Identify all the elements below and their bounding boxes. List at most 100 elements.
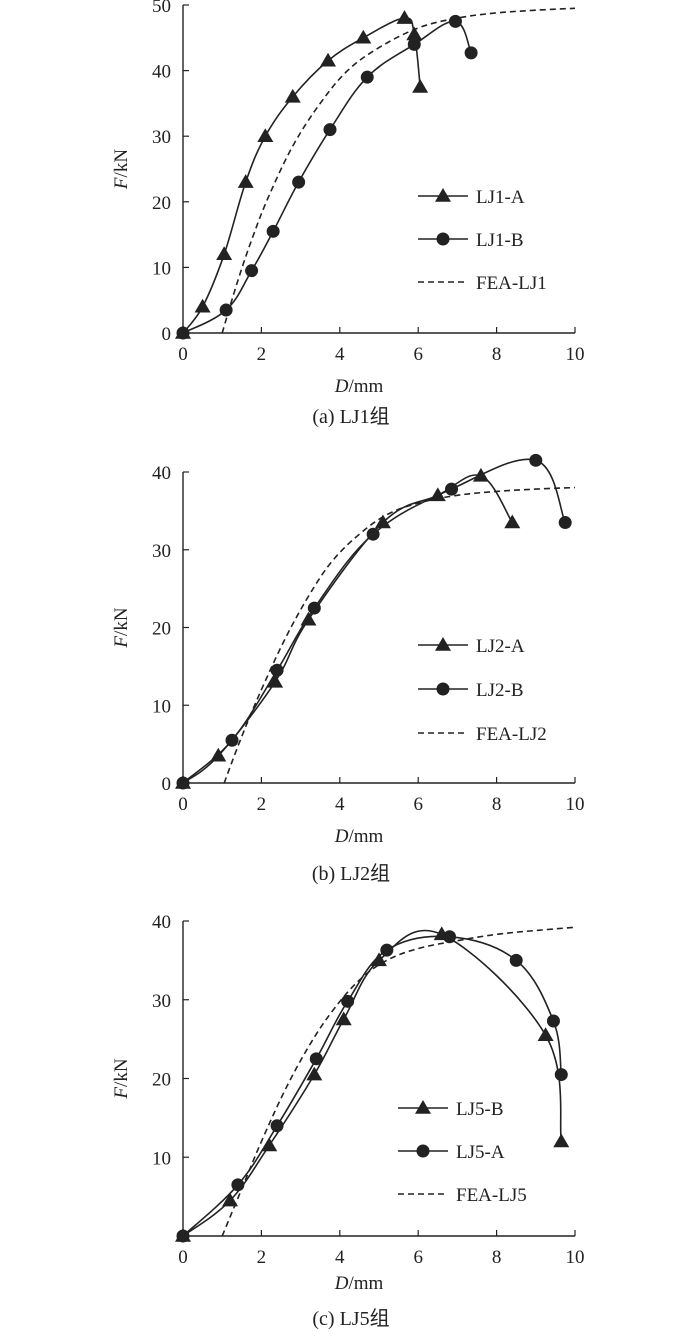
data-point [380, 943, 394, 957]
data-point [504, 514, 521, 529]
series-LJ5-A [176, 930, 568, 1243]
chart-caption: (c) LJ5组 [312, 1307, 389, 1330]
data-point [374, 514, 391, 529]
y-tick-label: 40 [152, 912, 171, 933]
data-point [176, 1229, 190, 1243]
x-tick-label: 6 [413, 344, 423, 365]
y-tick-label: 50 [152, 0, 171, 17]
data-point [267, 673, 284, 688]
data-point [445, 482, 459, 496]
data-point [245, 264, 259, 278]
x-tick-label: 10 [566, 1247, 585, 1268]
data-point [546, 1014, 560, 1028]
data-point [225, 733, 239, 747]
x-tick-label: 2 [257, 1247, 267, 1268]
legend-marker-LJ1-A [435, 188, 451, 202]
data-point [412, 79, 429, 93]
y-tick-label: 40 [152, 463, 171, 484]
data-point [553, 1133, 570, 1148]
data-point [231, 1178, 245, 1192]
data-point [558, 516, 572, 530]
legend-label-LJ5-A: LJ5-A [456, 1142, 505, 1163]
series-LJ2-B [176, 453, 572, 790]
series-line-FEA-LJ5 [221, 926, 576, 1237]
y-axis-label: F/kN [111, 149, 132, 190]
series-line-LJ1-B [182, 20, 472, 334]
y-tick-label: 40 [152, 62, 171, 83]
legend-label-LJ2-B: LJ2-B [476, 680, 524, 701]
x-tick-label: 0 [178, 794, 188, 815]
y-axis-label: F/kN [111, 1058, 132, 1099]
data-point [554, 1068, 568, 1082]
series-line-FEA-LJ2 [223, 486, 576, 784]
data-point [194, 298, 211, 313]
x-tick-label: 0 [178, 1247, 188, 1268]
legend-label-FEA-LJ5: FEA-LJ5 [456, 1185, 527, 1206]
chart-panel-3: 0 2 4 6 8 10 10 20 30 40 D/mm F/kN (c) LJ5组 LJ5-B LJ5-… [111, 912, 585, 1330]
x-axis-label: D/mm [334, 826, 384, 847]
data-point [257, 128, 274, 142]
data-point [366, 527, 380, 541]
series-line-LJ5-A [182, 935, 563, 1237]
data-point [407, 37, 421, 51]
series-line-LJ5-B [182, 929, 563, 1237]
y-tick-label: 20 [152, 193, 171, 214]
y-tick-label: 30 [152, 541, 171, 562]
data-point [270, 663, 284, 677]
x-tick-label: 4 [335, 1247, 345, 1268]
y-tick-label: 30 [152, 127, 171, 148]
y-axis-label: F/kN [111, 607, 132, 648]
chart-caption: (a) LJ1组 [312, 405, 389, 428]
y-tick-label: 0 [162, 324, 172, 345]
data-point [406, 26, 423, 41]
x-tick-label: 10 [566, 344, 585, 365]
legend-marker-LJ1-B [436, 232, 450, 246]
data-point [219, 303, 233, 317]
data-point [237, 174, 254, 188]
data-point [443, 930, 457, 944]
y-tick-label: 30 [152, 991, 171, 1012]
series-line-FEA-LJ1 [221, 7, 576, 334]
data-point [448, 14, 462, 28]
x-axis-label: D/mm [334, 376, 384, 397]
y-tick-label: 10 [152, 1148, 171, 1169]
x-axis-label: D/mm [334, 1273, 384, 1294]
data-point [320, 52, 337, 67]
data-point [537, 1027, 554, 1041]
y-tick-label: 10 [152, 258, 171, 279]
data-point [309, 1052, 323, 1066]
y-tick-label: 20 [152, 619, 171, 640]
series-FEA-LJ1 [221, 7, 576, 334]
data-point [307, 601, 321, 615]
data-point [266, 224, 280, 238]
legend-label-LJ1-A: LJ1-A [476, 187, 525, 208]
series-FEA-LJ5 [221, 926, 576, 1237]
legend-label-FEA-LJ2: FEA-LJ2 [476, 724, 547, 745]
x-tick-label: 4 [335, 344, 345, 365]
series-LJ1-B [176, 14, 478, 340]
x-tick-label: 6 [413, 794, 423, 815]
data-point [306, 1066, 323, 1081]
x-tick-label: 8 [492, 794, 502, 815]
data-point [355, 29, 372, 44]
data-point [261, 1137, 278, 1152]
data-point [284, 88, 301, 103]
data-point [216, 246, 233, 261]
x-tick-label: 10 [566, 794, 585, 815]
series-line-LJ2-B [182, 458, 566, 784]
data-point [335, 1011, 352, 1026]
x-tick-label: 2 [257, 794, 267, 815]
y-tick-label: 0 [162, 774, 172, 795]
legend-marker-LJ5-B [415, 1100, 431, 1114]
data-point [270, 1119, 284, 1133]
data-point [464, 46, 478, 60]
legend-label-FEA-LJ1: FEA-LJ1 [476, 273, 547, 294]
legend-label-LJ5-B: LJ5-B [456, 1099, 504, 1120]
x-tick-label: 8 [492, 344, 502, 365]
x-tick-label: 0 [178, 344, 188, 365]
chart-panel-2: 0 2 4 6 8 10 0 10 20 30 40 D/mm F/kN (b) LJ2组 LJ2-A LJ2… [111, 453, 585, 885]
y-tick-label: 10 [152, 696, 171, 717]
series-LJ1-A [175, 10, 429, 339]
legend-label-LJ2-A: LJ2-A [476, 636, 525, 657]
